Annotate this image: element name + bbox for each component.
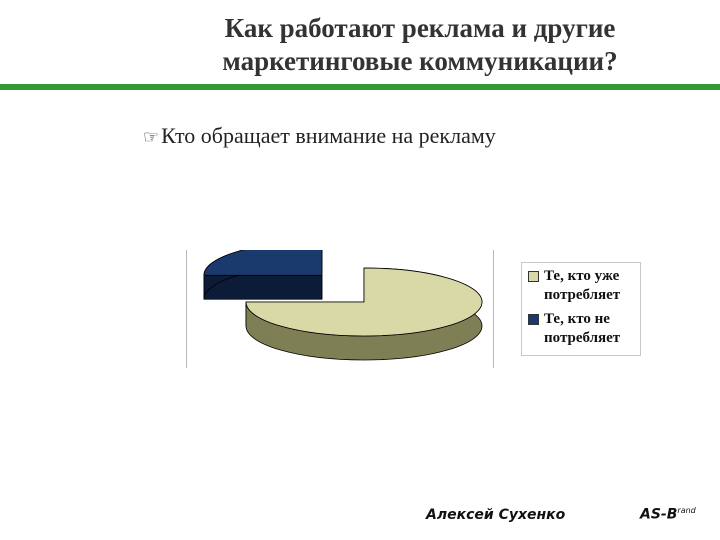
legend-label-nonusers: Те, кто не потребляет (544, 311, 621, 346)
chart-frame (186, 250, 494, 368)
slide-title-line-1: Как работают реклама и другие (224, 13, 616, 43)
brand-main: AS-B (640, 506, 678, 523)
title-divider (0, 84, 720, 90)
chart-legend: Те, кто уже потребляет Те, кто не потреб… (521, 262, 641, 356)
footer-brand-logo: AS-Brand (640, 506, 696, 523)
pointing-hand-icon: ☞ (143, 127, 160, 147)
pie-chart (203, 250, 483, 361)
bullet-text: Кто обращает внимание на рекламу (161, 123, 496, 148)
legend-label-users: Те, кто уже потребляет (544, 268, 621, 303)
pie-slice-nonusers (203, 250, 323, 300)
bullet-point: ☞Кто обращает внимание на рекламу (143, 123, 496, 149)
slide-title-line-2: маркетинговые коммуникации? (222, 46, 618, 76)
legend-swatch-users (528, 271, 539, 282)
legend-item-users: Те, кто уже потребляет (528, 267, 636, 305)
brand-sup: rand (677, 506, 696, 515)
pie-slice-users (245, 267, 483, 361)
slide-title: Как работают реклама и другие маркетинго… (150, 12, 690, 78)
legend-item-nonusers: Те, кто не потребляет (528, 310, 636, 348)
legend-swatch-nonusers (528, 314, 539, 325)
footer-author: Алексей Сухенко (426, 507, 566, 523)
